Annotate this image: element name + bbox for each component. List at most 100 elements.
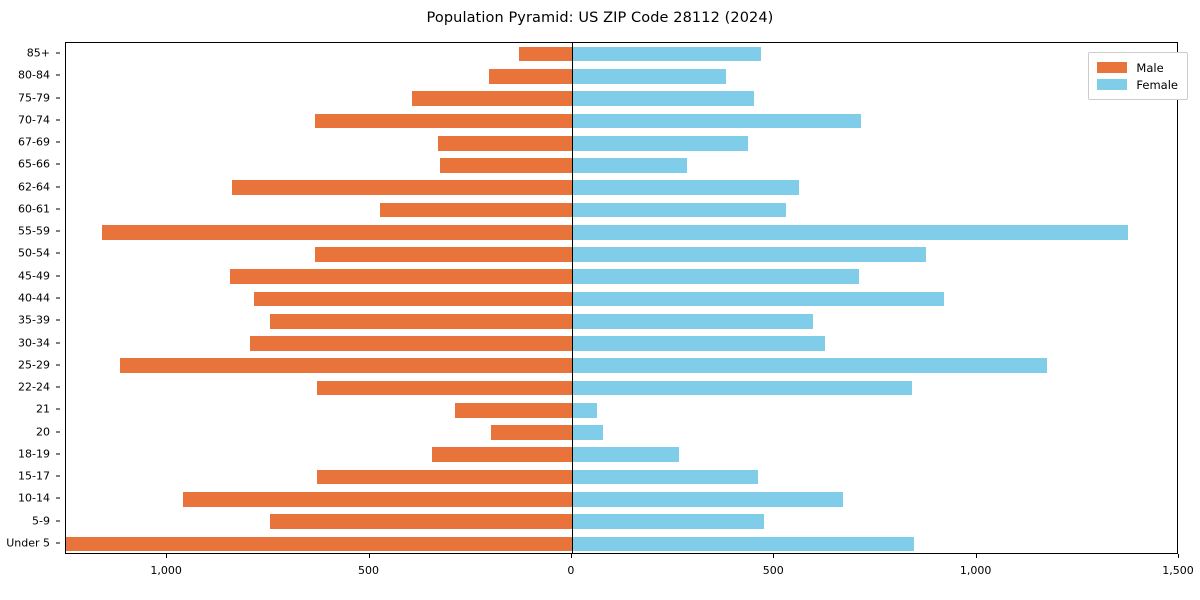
y-tick-mark xyxy=(56,52,60,54)
bar-row xyxy=(66,447,1177,463)
bar-female[interactable] xyxy=(571,492,844,507)
bar-male[interactable] xyxy=(440,158,572,173)
bar-female[interactable] xyxy=(571,135,748,151)
bar-row xyxy=(66,536,1177,552)
y-tick-label: 80-84 xyxy=(18,68,50,82)
bar-row xyxy=(66,313,1177,329)
legend-label-female: Female xyxy=(1136,77,1178,92)
chart-title: Population Pyramid: US ZIP Code 28112 (2… xyxy=(426,10,774,26)
bar-male[interactable] xyxy=(438,135,572,151)
bar-row xyxy=(66,514,1177,529)
x-tick-mark xyxy=(773,554,775,558)
bar-row xyxy=(66,202,1177,218)
bar-female[interactable] xyxy=(571,247,927,262)
bar-row xyxy=(66,336,1177,351)
y-tick-label: 75-79 xyxy=(18,91,50,105)
bar-row xyxy=(66,358,1177,374)
bar-row xyxy=(66,402,1177,418)
bar-male[interactable] xyxy=(254,291,572,307)
bar-male[interactable] xyxy=(270,313,572,329)
y-tick-label: Under 5 xyxy=(6,536,50,550)
bar-female[interactable] xyxy=(571,425,603,440)
bar-male[interactable] xyxy=(102,224,572,240)
bar-row xyxy=(66,224,1177,240)
x-tick-label: 1,500 xyxy=(1162,564,1194,577)
y-tick-mark xyxy=(56,386,60,388)
y-tick-label: 45-49 xyxy=(18,269,50,283)
y-tick-mark xyxy=(56,297,60,299)
x-tick-label: 1,000 xyxy=(959,564,992,577)
bar-male[interactable] xyxy=(379,202,572,218)
y-tick-label: 62-64 xyxy=(18,180,50,194)
y-tick-mark xyxy=(56,431,60,433)
bar-male[interactable] xyxy=(412,91,572,106)
bar-female[interactable] xyxy=(571,158,688,173)
bar-male[interactable] xyxy=(250,336,572,351)
bar-row xyxy=(66,492,1177,507)
bar-female[interactable] xyxy=(571,46,761,62)
legend-entry-male[interactable]: Male xyxy=(1097,59,1178,76)
y-tick-label: 30-34 xyxy=(18,336,50,350)
bar-male[interactable] xyxy=(490,425,572,440)
bar-row xyxy=(66,425,1177,440)
y-tick-mark xyxy=(56,74,60,76)
bar-row xyxy=(66,180,1177,196)
bar-female[interactable] xyxy=(571,180,799,196)
bar-row xyxy=(66,291,1177,307)
bar-female[interactable] xyxy=(571,380,912,396)
bar-male[interactable] xyxy=(314,247,572,262)
bar-row xyxy=(66,135,1177,151)
bar-female[interactable] xyxy=(571,291,945,307)
bar-female[interactable] xyxy=(571,224,1129,240)
bar-female[interactable] xyxy=(571,536,914,552)
bar-female[interactable] xyxy=(571,113,862,129)
legend-entry-female[interactable]: Female xyxy=(1097,76,1178,93)
bar-row xyxy=(66,69,1177,84)
bar-female[interactable] xyxy=(571,336,825,351)
bar-male[interactable] xyxy=(183,492,572,507)
y-tick-label: 67-69 xyxy=(18,135,50,149)
y-tick-label: 50-54 xyxy=(18,246,50,260)
y-tick-mark xyxy=(56,252,60,254)
y-tick-mark xyxy=(56,520,60,522)
y-tick-label: 65-66 xyxy=(18,157,50,171)
bar-male[interactable] xyxy=(229,269,572,285)
bar-female[interactable] xyxy=(571,69,726,84)
chart-legend: Male Female xyxy=(1088,52,1188,100)
bar-female[interactable] xyxy=(571,469,759,485)
x-tick-mark xyxy=(166,554,168,558)
bar-female[interactable] xyxy=(571,358,1048,374)
bar-male[interactable] xyxy=(270,514,572,529)
bar-male[interactable] xyxy=(316,469,572,485)
bar-male[interactable] xyxy=(454,402,572,418)
bar-female[interactable] xyxy=(571,269,860,285)
bar-female[interactable] xyxy=(571,402,598,418)
bar-row xyxy=(66,269,1177,285)
bar-female[interactable] xyxy=(571,91,755,106)
bar-male[interactable] xyxy=(519,46,572,62)
bar-male[interactable] xyxy=(231,180,572,196)
x-axis: 1,000 500 0 500 1,000 1,500 xyxy=(65,554,1194,584)
legend-label-male: Male xyxy=(1136,60,1164,75)
y-tick-mark xyxy=(56,208,60,210)
y-tick-mark xyxy=(56,319,60,321)
bar-male[interactable] xyxy=(66,536,572,552)
bars-layer xyxy=(66,43,1177,553)
bar-male[interactable] xyxy=(314,113,572,129)
bar-row xyxy=(66,469,1177,485)
bar-female[interactable] xyxy=(571,313,813,329)
bar-female[interactable] xyxy=(571,514,765,529)
y-tick-mark xyxy=(56,497,60,499)
bar-row xyxy=(66,158,1177,173)
bar-female[interactable] xyxy=(571,447,680,463)
y-tick-mark xyxy=(56,97,60,99)
y-tick-mark xyxy=(56,542,60,544)
bar-male[interactable] xyxy=(119,358,572,374)
bar-female[interactable] xyxy=(571,202,787,218)
bar-male[interactable] xyxy=(316,380,572,396)
bar-male[interactable] xyxy=(488,69,572,84)
y-tick-mark xyxy=(56,275,60,277)
y-tick-label: 20 xyxy=(36,425,50,439)
bar-male[interactable] xyxy=(432,447,572,463)
y-tick-mark xyxy=(56,141,60,143)
